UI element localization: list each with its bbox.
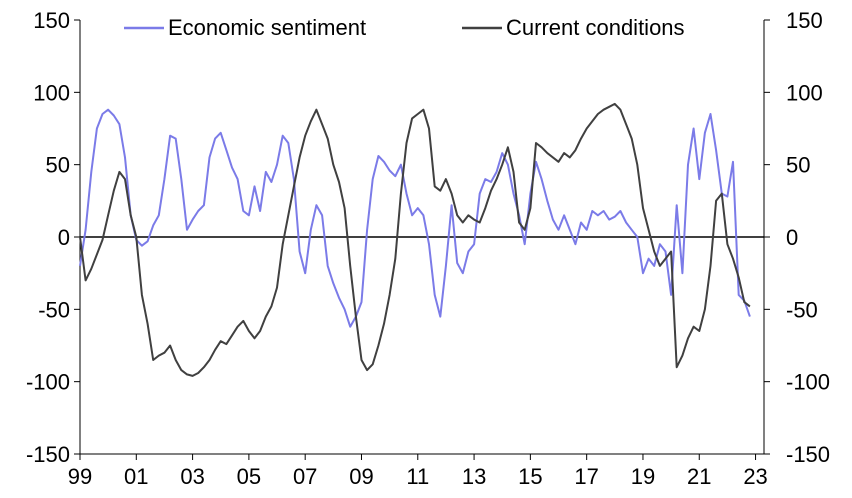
- x-tick-label: 99: [68, 464, 92, 489]
- left-y-tick-label: 50: [46, 153, 70, 178]
- legend-label-economic-sentiment: Economic sentiment: [168, 15, 366, 40]
- x-tick-label: 15: [518, 464, 542, 489]
- x-tick-label: 13: [462, 464, 486, 489]
- right-y-tick-label: -150: [786, 442, 830, 467]
- series-line-economic-sentiment: [79, 108, 751, 328]
- right-y-tick-label: -100: [786, 370, 830, 395]
- x-tick-label: 23: [743, 464, 767, 489]
- left-y-tick-label: 0: [58, 225, 70, 250]
- left-y-tick-label: -150: [26, 442, 70, 467]
- x-tick-label: 17: [574, 464, 598, 489]
- x-tick-label: 05: [237, 464, 261, 489]
- left-y-tick-label: -50: [38, 297, 70, 322]
- x-tick-label: 19: [631, 464, 655, 489]
- right-y-tick-label: 150: [786, 8, 823, 33]
- x-tick-label: 09: [349, 464, 373, 489]
- right-y-tick-label: 50: [786, 153, 810, 178]
- x-tick-label: 21: [687, 464, 711, 489]
- right-y-tick-label: -50: [786, 297, 818, 322]
- legend-label-current-conditions: Current conditions: [506, 15, 685, 40]
- left-y-tick-label: -100: [26, 370, 70, 395]
- x-tick-label: 11: [406, 464, 429, 489]
- x-tick-label: 07: [293, 464, 317, 489]
- x-tick-label: 01: [124, 464, 148, 489]
- left-y-tick-label: 100: [33, 80, 70, 105]
- right-y-tick-label: 0: [786, 225, 798, 250]
- right-y-tick-label: 100: [786, 80, 823, 105]
- series-line-current-conditions: [79, 102, 751, 377]
- left-y-tick-label: 150: [33, 8, 70, 33]
- x-tick-label: 03: [180, 464, 204, 489]
